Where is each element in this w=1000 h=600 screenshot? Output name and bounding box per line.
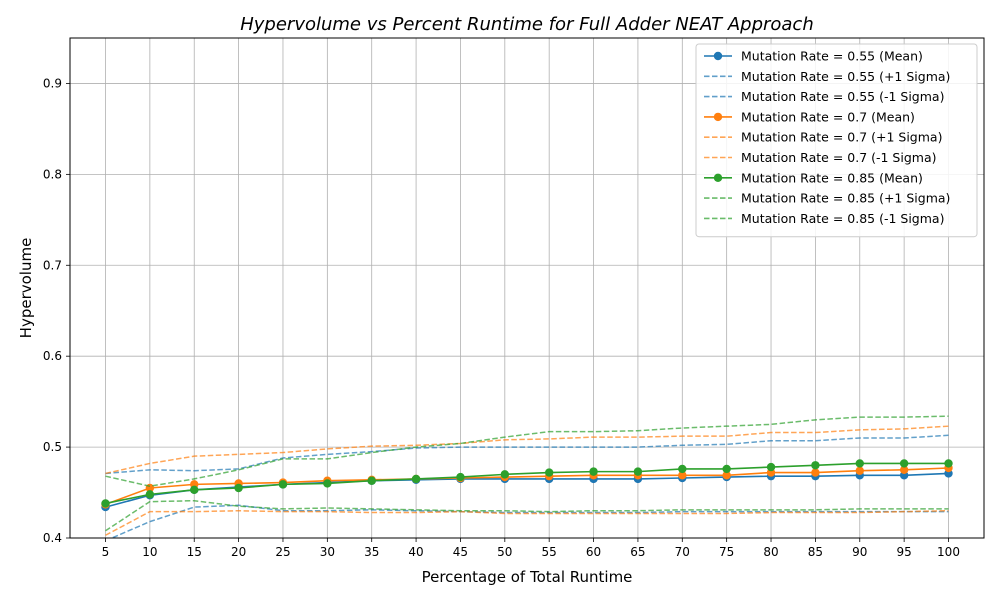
- series-line: [105, 434, 949, 475]
- series-8: [105, 415, 949, 487]
- y-tick-label: 0.6: [43, 349, 62, 363]
- series-point: [766, 462, 776, 472]
- x-tick-label: 55: [542, 545, 557, 559]
- series-point: [190, 485, 199, 495]
- series-line: [105, 425, 949, 475]
- series-point: [323, 479, 332, 488]
- series-point: [899, 465, 909, 475]
- legend-label: Mutation Rate = 0.7 (-1 Sigma): [741, 150, 937, 165]
- series-line: [105, 415, 949, 487]
- x-axis-label: Percentage of Total Runtime: [422, 568, 633, 586]
- series-point: [678, 471, 687, 480]
- x-tick-label: 40: [408, 545, 423, 559]
- x-tick-label: 45: [453, 545, 468, 559]
- series-line: [105, 467, 949, 506]
- y-tick-label: 0.4: [43, 531, 62, 545]
- legend-label: Mutation Rate = 0.7 (Mean): [741, 109, 915, 124]
- x-tick-label: 80: [763, 545, 778, 559]
- plot-frame: [69, 37, 985, 539]
- y-tick-label: 0.9: [43, 76, 62, 90]
- x-tick-label: 85: [808, 545, 823, 559]
- legend-label: Mutation Rate = 0.7 (+1 Sigma): [741, 130, 942, 145]
- series-point: [411, 474, 421, 484]
- legend-swatch-marker: [713, 173, 723, 182]
- series-point: [456, 472, 465, 482]
- series-line: [105, 509, 949, 536]
- x-tick-label: 60: [586, 545, 601, 559]
- legend-label: Mutation Rate = 0.55 (+1 Sigma): [741, 69, 950, 84]
- x-tick-label: 70: [675, 545, 690, 559]
- legend: Mutation Rate = 0.55 (Mean) Mutation Rate…: [695, 43, 978, 238]
- series-line: [105, 462, 949, 505]
- axis-ticks: 5 10 15 20 25 30 35 40 45 50 55 60 65 70 75 80 85 90 95 100…: [43, 76, 960, 559]
- legend-label: Mutation Rate = 0.85 (Mean): [741, 170, 923, 185]
- series-point: [234, 483, 243, 493]
- x-tick-label: 15: [187, 545, 202, 559]
- x-tick-label: 35: [364, 545, 379, 559]
- x-tick-label: 90: [852, 545, 867, 559]
- series-point: [899, 459, 909, 468]
- y-tick-label: 0.7: [43, 258, 62, 272]
- legend-swatch-marker: [713, 51, 723, 61]
- legend-label: Mutation Rate = 0.85 (-1 Sigma): [741, 211, 944, 226]
- series-point: [855, 459, 864, 468]
- series-point: [678, 464, 687, 474]
- x-tick-label: 65: [630, 545, 645, 559]
- series-point: [367, 476, 376, 485]
- x-tick-label: 95: [896, 545, 911, 559]
- series-2: [105, 434, 949, 475]
- series-point: [589, 467, 598, 476]
- series-point: [500, 470, 510, 479]
- legend-box: [695, 43, 978, 238]
- x-tick-label: 100: [937, 545, 960, 559]
- series-5: [105, 425, 949, 475]
- y-axis-label: Hypervolume: [17, 238, 35, 339]
- y-tick-label: 0.5: [43, 440, 62, 454]
- series-point: [544, 468, 554, 477]
- series-point: [722, 471, 731, 480]
- series-point: [722, 464, 731, 474]
- legend-label: Mutation Rate = 0.55 (-1 Sigma): [741, 89, 944, 104]
- series-3: [109, 504, 949, 538]
- x-tick-label: 5: [102, 545, 110, 559]
- x-tick-label: 75: [719, 545, 734, 559]
- series-point: [633, 467, 643, 476]
- x-tick-label: 25: [275, 545, 290, 559]
- chart-title: Hypervolume vs Percent Runtime for Full …: [240, 14, 814, 35]
- series-7: [101, 459, 953, 508]
- y-tick-label: 0.8: [43, 167, 62, 181]
- series-point: [811, 468, 820, 477]
- series-point: [145, 490, 155, 499]
- x-tick-label: 50: [497, 545, 512, 559]
- series-line: [109, 504, 949, 538]
- x-tick-label: 20: [231, 545, 246, 559]
- legend-label: Mutation Rate = 0.85 (+1 Sigma): [741, 191, 950, 206]
- series-point: [944, 459, 953, 468]
- series-6: [105, 509, 949, 536]
- series-point: [101, 499, 110, 508]
- series-point: [811, 461, 820, 470]
- series-point: [278, 480, 288, 489]
- series-layer: [101, 415, 953, 538]
- series-point: [855, 466, 864, 475]
- legend-swatch-marker: [713, 112, 723, 122]
- x-tick-label: 30: [320, 545, 335, 559]
- x-tick-label: 10: [142, 545, 157, 559]
- legend-label: Mutation Rate = 0.55 (Mean): [741, 49, 923, 64]
